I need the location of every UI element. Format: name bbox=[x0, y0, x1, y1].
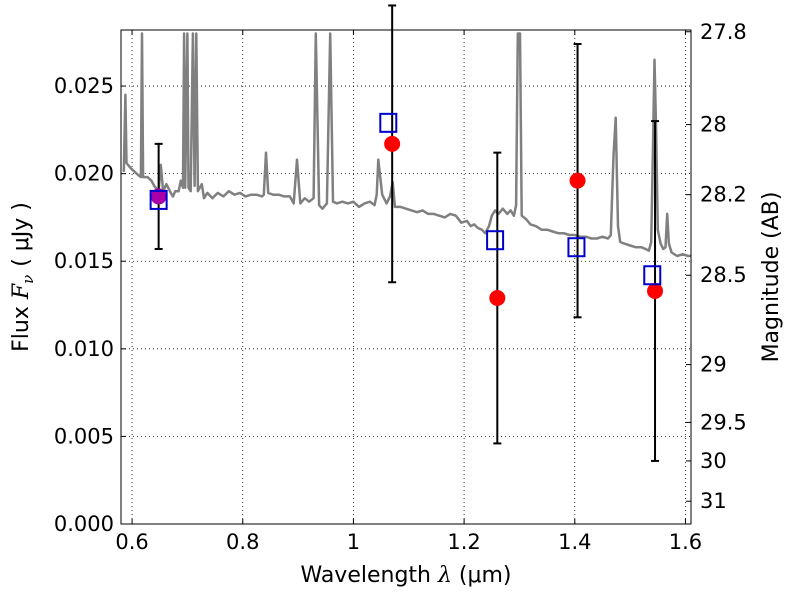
y-tick-label: 0.025 bbox=[54, 74, 114, 98]
y2-tick-label: 28 bbox=[700, 113, 727, 137]
y2-tick-label: 31 bbox=[700, 489, 727, 513]
model-point bbox=[149, 189, 168, 210]
observed-point bbox=[647, 283, 664, 300]
y-axis-title: Flux Fν( μJy ) bbox=[9, 202, 37, 352]
model-point bbox=[643, 265, 662, 286]
data-markers bbox=[149, 112, 664, 307]
y2-tick-label: 30 bbox=[700, 449, 727, 473]
y2-tick-label: 28.2 bbox=[700, 183, 747, 207]
model-spectrum bbox=[122, 32, 691, 258]
model-point bbox=[567, 237, 586, 258]
observed-point bbox=[489, 290, 506, 307]
plot-frame bbox=[120, 29, 692, 525]
x-tick-label: 1 bbox=[347, 530, 360, 554]
y-tick-label: 0.020 bbox=[54, 162, 114, 186]
axis-ticks: 0.6 0.8 1 1.2 1.4 1.6 0.000 0.005 0.010 0.015 0.02… bbox=[54, 20, 747, 554]
y2-axis-title: Magnitude (AB) bbox=[759, 192, 784, 363]
model-point bbox=[486, 230, 505, 251]
y2-tick-label: 27.8 bbox=[700, 20, 747, 44]
spectrum-line bbox=[122, 32, 691, 258]
y-tick-label: 0.010 bbox=[54, 337, 114, 361]
x-tick-label: 0.8 bbox=[226, 530, 259, 554]
y2-tick-label: 29 bbox=[700, 353, 727, 377]
x-tick-label: 0.6 bbox=[115, 530, 148, 554]
observed-point bbox=[384, 135, 401, 152]
y-tick-label: 0.005 bbox=[54, 424, 114, 448]
y-tick-label: 0.000 bbox=[54, 512, 114, 536]
y2-tick-label: 28.5 bbox=[700, 263, 747, 287]
observed-point bbox=[569, 172, 586, 189]
x-axis-title: Wavelength λ (μm) bbox=[300, 563, 511, 588]
model-point bbox=[379, 112, 398, 133]
y-tick-label: 0.015 bbox=[54, 249, 114, 273]
x-tick-label: 1.2 bbox=[447, 530, 480, 554]
observed-point bbox=[150, 188, 167, 205]
y2-tick-label: 29.5 bbox=[700, 410, 747, 434]
x-tick-label: 1.6 bbox=[669, 530, 702, 554]
x-tick-label: 1.4 bbox=[558, 530, 591, 554]
